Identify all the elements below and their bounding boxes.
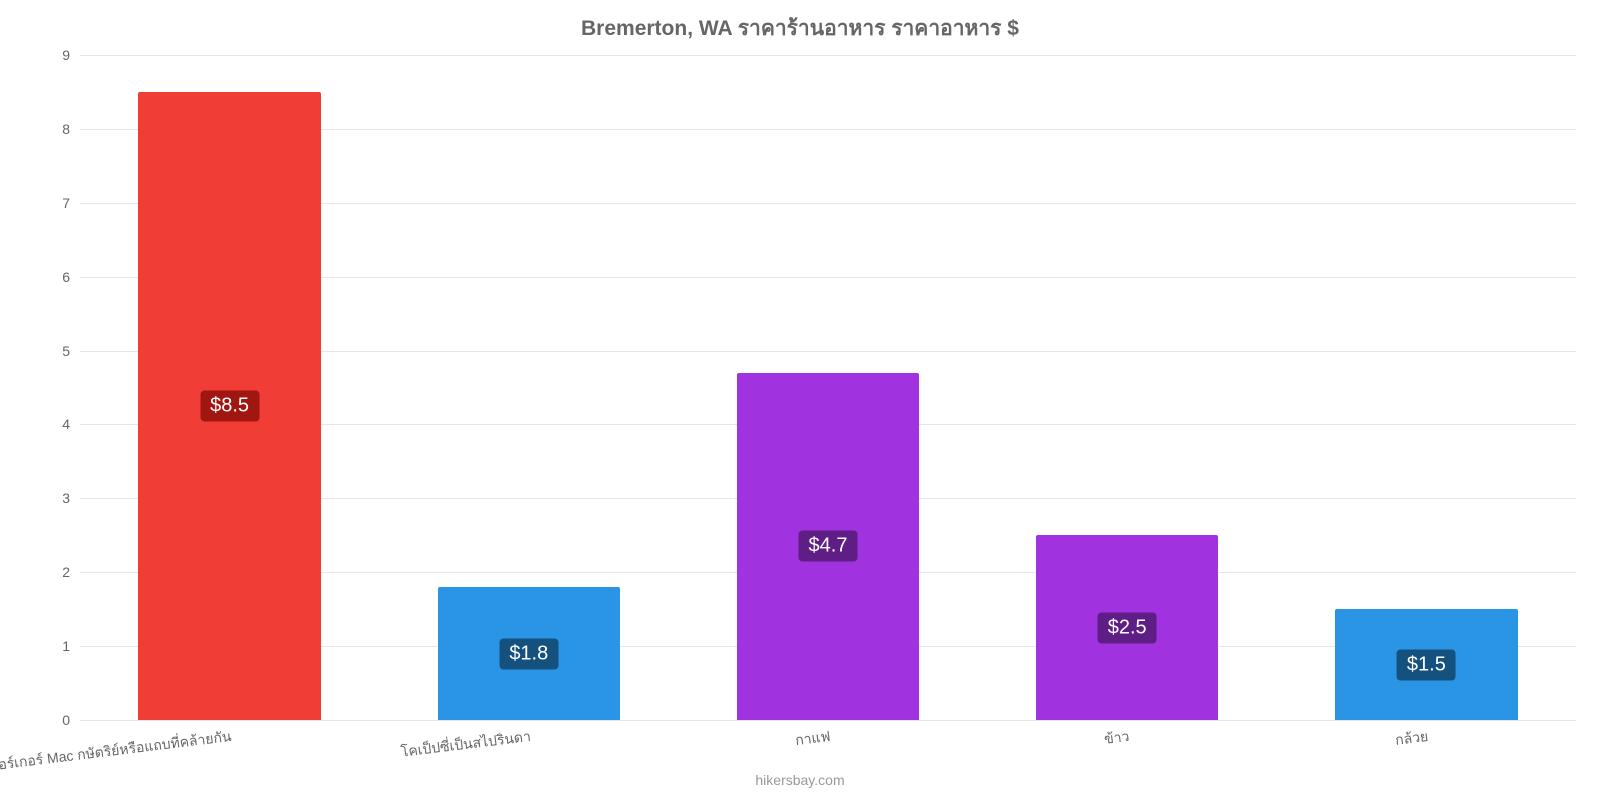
y-axis-tick: 7 <box>62 195 80 211</box>
value-badge: $2.5 <box>1098 612 1157 643</box>
value-badge: $8.5 <box>200 390 259 421</box>
bar: $4.7 <box>737 373 920 720</box>
y-axis-tick: 1 <box>62 638 80 654</box>
y-axis-tick: 0 <box>62 712 80 728</box>
x-axis-label: กล้วย <box>1394 720 1430 752</box>
y-axis-tick: 2 <box>62 564 80 580</box>
chart-container: Bremerton, WA ราคาร้านอาหาร ราคาอาหาร $ … <box>0 0 1600 800</box>
grid-line <box>80 55 1576 56</box>
value-badge: $4.7 <box>799 531 858 562</box>
chart-title: Bremerton, WA ราคาร้านอาหาร ราคาอาหาร $ <box>0 0 1600 45</box>
x-axis-label: โคเป็ปซี่เป็นสไปรินดา <box>399 720 532 764</box>
bar: $1.8 <box>438 587 621 720</box>
y-axis-tick: 3 <box>62 490 80 506</box>
bar: $1.5 <box>1335 609 1518 720</box>
value-badge: $1.8 <box>499 638 558 669</box>
credit-text: hikersbay.com <box>755 772 844 788</box>
y-axis-tick: 9 <box>62 47 80 63</box>
y-axis-tick: 4 <box>62 416 80 432</box>
bar: $2.5 <box>1036 535 1219 720</box>
y-axis-tick: 6 <box>62 269 80 285</box>
x-axis-label: เบอร์เกอร์ Mac กษัตริย์หรือแถบที่คล้ายกั… <box>0 720 233 778</box>
value-badge: $1.5 <box>1397 649 1456 680</box>
bar: $8.5 <box>138 92 321 720</box>
x-axis-label: กาแฟ <box>793 720 831 752</box>
y-axis-tick: 8 <box>62 121 80 137</box>
y-axis-tick: 5 <box>62 343 80 359</box>
x-axis-label: ข้าว <box>1102 720 1131 751</box>
plot-area: 0123456789$8.5เบอร์เกอร์ Mac กษัตริย์หรื… <box>80 55 1576 720</box>
